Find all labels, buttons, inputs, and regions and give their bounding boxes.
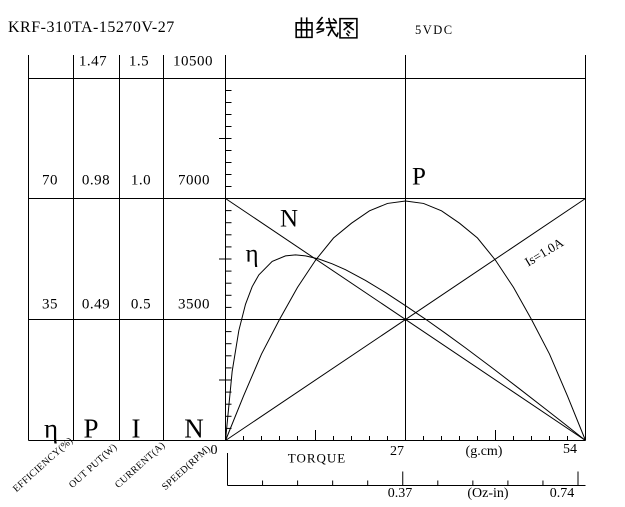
table-value-current-max: 1.5 [128, 53, 150, 70]
table-value-speed-3500: 3500 [178, 296, 210, 313]
x2-tick-037: 0.37 [387, 486, 413, 501]
x-axis-title: TORQUE [287, 450, 347, 466]
chart-curves [225, 198, 586, 441]
glyph-xian [315, 16, 339, 38]
table-value-speed-7000: 7000 [178, 172, 210, 189]
x-tick-27: 27 [390, 444, 404, 459]
table-value-speed-max: 10500 [173, 53, 213, 70]
table-value-efficiency-70: 70 [42, 172, 58, 189]
column-symbol-speed: N [184, 413, 204, 444]
glyph-tu [339, 17, 358, 39]
curve-label-speed: N [279, 205, 299, 233]
column-symbol-efficiency: η [43, 413, 59, 444]
column-symbol-power: P [83, 413, 99, 444]
x-unit-gcm: (g.cm) [465, 444, 503, 459]
table-value-power-049: 0.49 [81, 296, 111, 313]
column-symbol-current: I [131, 413, 141, 444]
model-title: KRF-310TA-15270V-27 [8, 19, 175, 36]
chart-grid [28, 55, 586, 486]
table-value-current-05: 0.5 [130, 296, 152, 313]
chart-title-cn: 曲线图 [293, 15, 359, 45]
curve-label-power: P [412, 163, 426, 191]
table-value-efficiency-35: 35 [42, 296, 58, 313]
curve-efficiency [225, 254, 586, 441]
curve-power [225, 200, 586, 441]
curve-label-efficiency: η [245, 240, 259, 268]
voltage-label: 5VDC [415, 23, 454, 37]
x-tick-54: 54 [563, 442, 577, 457]
x2-tick-074: 0.74 [549, 486, 575, 501]
curve-current [225, 198, 586, 441]
glyph-qu [295, 17, 313, 39]
table-value-current-10: 1.0 [130, 172, 152, 189]
table-value-power-098: 0.98 [81, 172, 111, 189]
x2-unit-ozin: (Oz-in) [467, 486, 509, 501]
chart-title-cn-graphic [295, 16, 358, 39]
table-value-power-max: 1.47 [78, 53, 108, 70]
x-tick-zero: 0 [210, 443, 218, 458]
